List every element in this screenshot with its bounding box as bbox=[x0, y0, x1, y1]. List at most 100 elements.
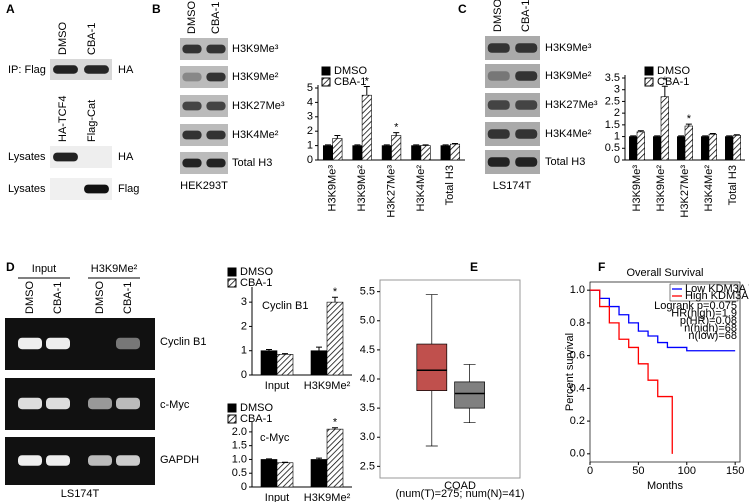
significance: * bbox=[333, 417, 338, 429]
legend-label: CBA-1 bbox=[240, 413, 272, 425]
legend-swatch bbox=[227, 267, 237, 277]
blot bbox=[50, 146, 112, 168]
band bbox=[206, 44, 226, 54]
y-tick-label: 1 bbox=[614, 130, 620, 142]
error-bar bbox=[393, 132, 400, 136]
x-tick-label: H3K27Me³ bbox=[679, 165, 691, 218]
x-tick-label: H3K9Me² bbox=[655, 165, 667, 212]
x-tick-label: H3K9Me² bbox=[356, 165, 368, 212]
panel-letter: A bbox=[6, 2, 15, 16]
error-bar bbox=[363, 86, 370, 96]
legend-label: CBA-1 bbox=[657, 76, 689, 88]
y-tick-label: 5.5 bbox=[360, 286, 375, 298]
survival-curve bbox=[590, 289, 673, 454]
y-tick-label: 3.5 bbox=[360, 402, 375, 414]
error-bar bbox=[442, 144, 449, 146]
error-bar bbox=[266, 349, 272, 351]
x-tick-label: 100 bbox=[678, 465, 696, 477]
band bbox=[88, 455, 112, 466]
legend-swatch bbox=[644, 66, 654, 76]
legend-label: CBA-1 bbox=[240, 277, 272, 289]
legend-label: DMSO bbox=[334, 65, 367, 77]
band bbox=[487, 43, 510, 53]
x-tick-label: H3K9Me³ bbox=[327, 165, 339, 212]
row-label: H3K9Me³ bbox=[545, 42, 592, 54]
legend-swatch bbox=[227, 403, 237, 413]
band bbox=[46, 455, 70, 466]
error-bar bbox=[332, 296, 338, 303]
band bbox=[487, 71, 510, 81]
x-tick-label: Input bbox=[265, 380, 289, 392]
band bbox=[515, 157, 538, 167]
band bbox=[88, 397, 112, 410]
legend-box bbox=[669, 283, 739, 302]
band bbox=[206, 101, 226, 111]
blot-label: Lysates bbox=[8, 183, 46, 195]
error-bar bbox=[661, 85, 668, 97]
significance: * bbox=[333, 286, 338, 298]
significance: * bbox=[394, 122, 399, 134]
error-bar bbox=[332, 427, 338, 430]
error-bar bbox=[678, 135, 685, 137]
row-label: H3K9Me³ bbox=[232, 43, 279, 55]
band bbox=[487, 129, 510, 139]
chart-title: Overall Survival bbox=[626, 267, 703, 279]
probe-label: Flag bbox=[118, 183, 139, 195]
band bbox=[53, 65, 78, 74]
error-bar bbox=[702, 135, 709, 137]
lane-label: DMSO bbox=[94, 281, 106, 314]
y-tick-label: 3.5 bbox=[605, 72, 620, 84]
group-label: Input bbox=[32, 263, 56, 275]
legend-label: CBA-1 bbox=[334, 76, 366, 88]
error-bar bbox=[316, 457, 322, 460]
bar bbox=[391, 135, 402, 161]
bar bbox=[701, 136, 710, 161]
probe-label: HA bbox=[118, 64, 134, 76]
y-tick-label: 0 bbox=[241, 481, 247, 493]
y-tick-label: 2 bbox=[614, 107, 620, 119]
y-tick-label: 3 bbox=[307, 111, 313, 123]
y-tick-label: 0.2 bbox=[570, 415, 585, 427]
lane-label: CBA-1 bbox=[122, 282, 134, 314]
y-tick-label: 2.5 bbox=[605, 95, 620, 107]
legend-swatch bbox=[644, 77, 654, 87]
y-tick-label: 1.5 bbox=[232, 440, 247, 452]
error-bar bbox=[324, 144, 331, 146]
y-tick-label: 2 bbox=[241, 320, 247, 332]
row-label: H3K27Me³ bbox=[232, 100, 285, 112]
stat-label: p(HR)=0.08 bbox=[680, 315, 737, 327]
plot-frame bbox=[379, 279, 521, 479]
y-tick-label: 1.5 bbox=[605, 119, 620, 131]
y-tick-label: 1 bbox=[241, 345, 247, 357]
error-bar bbox=[452, 142, 459, 145]
error-bar bbox=[709, 133, 716, 135]
band bbox=[182, 130, 202, 140]
cell-line: LS174T bbox=[493, 180, 532, 192]
bar bbox=[260, 350, 278, 376]
error-bar bbox=[354, 144, 361, 146]
lane-label: CBA-1 bbox=[210, 2, 222, 34]
error-bar bbox=[726, 135, 733, 137]
y-tick-label: 4 bbox=[307, 96, 313, 108]
blot bbox=[180, 38, 228, 60]
band bbox=[515, 71, 538, 81]
blot bbox=[180, 95, 228, 117]
legend-swatch bbox=[321, 66, 331, 76]
bar bbox=[708, 133, 717, 161]
bar bbox=[326, 301, 344, 376]
row-label: Total H3 bbox=[545, 156, 585, 168]
band bbox=[182, 158, 202, 168]
stat-label: Logrank p=0.075 bbox=[654, 300, 737, 312]
probe-label: HA bbox=[118, 151, 134, 163]
bar bbox=[449, 143, 461, 161]
bar bbox=[636, 131, 645, 161]
lane-label: CBA-1 bbox=[86, 23, 98, 55]
band bbox=[206, 158, 226, 168]
band bbox=[206, 72, 226, 82]
x-tick-label: H3K9Me² bbox=[304, 380, 351, 392]
lane-label: CBA-1 bbox=[520, 0, 532, 32]
x-tick-label: Total H3 bbox=[727, 165, 739, 205]
y-tick-label: 1.0 bbox=[570, 284, 585, 296]
y-tick-label: 0 bbox=[307, 154, 313, 166]
bar bbox=[332, 138, 343, 161]
